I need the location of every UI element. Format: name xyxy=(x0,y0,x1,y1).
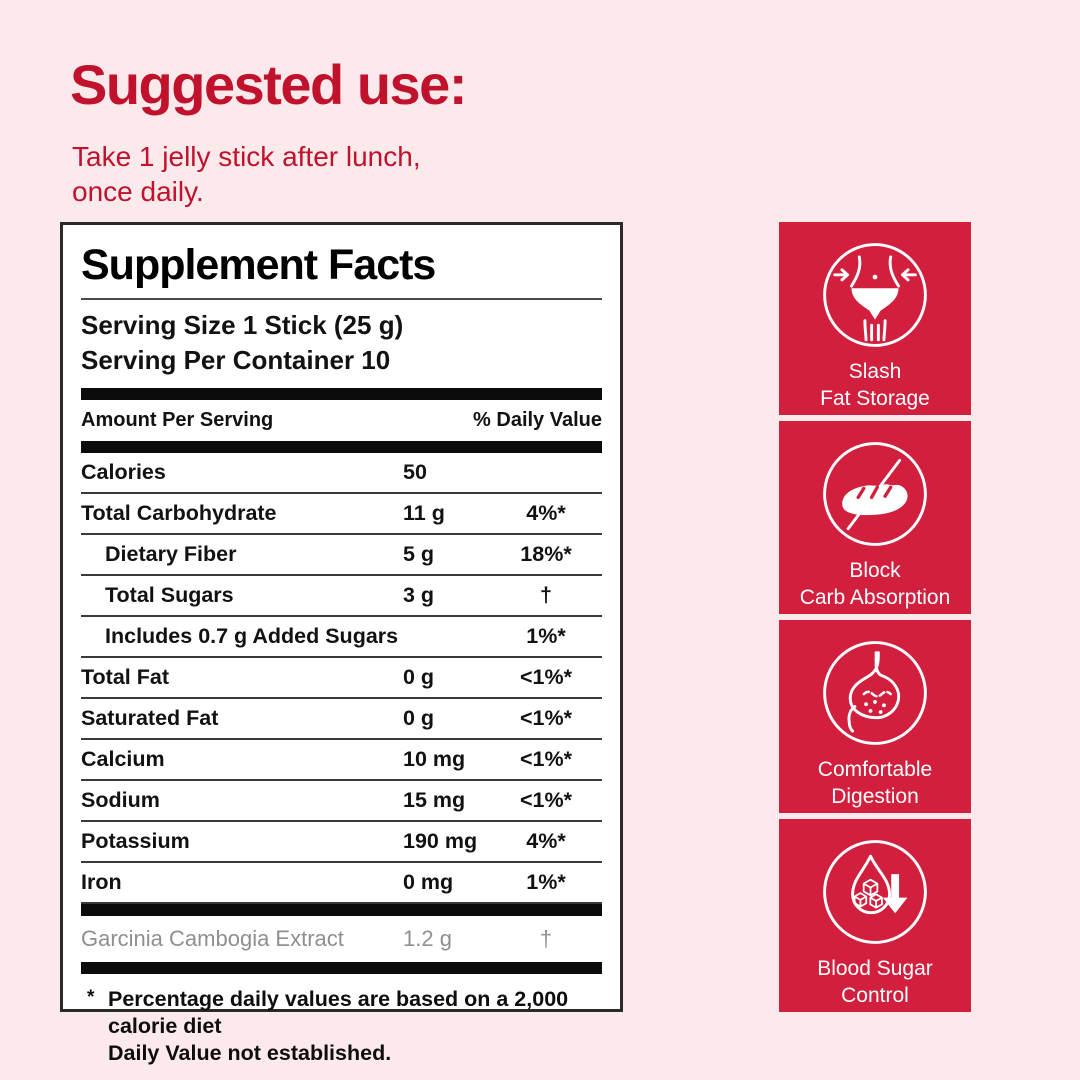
benefit-card-comfortable-digestion: Comfortable Digestion xyxy=(779,620,971,813)
facts-row-sodium: Sodium 15 mg <1%* xyxy=(81,781,602,822)
benefit-card-block-carb-absorption: Block Carb Absorption xyxy=(779,421,971,614)
nutrient-dv: † xyxy=(540,583,552,607)
suggested-use-text: Take 1 jelly stick after lunch, once dail… xyxy=(72,139,466,209)
nutrient-label: Sodium xyxy=(81,788,160,812)
asterisk-marker: * xyxy=(87,987,95,1008)
nutrient-amount: 3 g xyxy=(403,583,435,607)
thick-bar xyxy=(81,904,602,916)
waist-slim-icon xyxy=(823,243,927,347)
nutrient-amount: 1.2 g xyxy=(403,926,452,951)
facts-row-calories: Calories 50 xyxy=(81,453,602,494)
benefit-label: Blood Sugar Control xyxy=(817,957,933,1007)
thick-bar xyxy=(81,388,602,400)
benefit-card-blood-sugar-control: Blood Sugar Control xyxy=(779,819,971,1012)
nutrient-label: Total Carbohydrate xyxy=(81,501,277,525)
serving-size: Serving Size 1 Stick (25 g) xyxy=(81,310,404,340)
servings-per-container: Serving Per Container 10 xyxy=(81,345,391,375)
nutrient-label: Garcinia Cambogia Extract xyxy=(81,926,344,951)
nutrient-dv: † xyxy=(539,926,553,951)
nutrient-amount: 0 mg xyxy=(403,870,454,894)
nutrient-dv: <1%* xyxy=(520,747,572,771)
nutrient-amount: 10 mg xyxy=(403,747,466,771)
thick-bar xyxy=(81,441,602,453)
facts-row-added-sugars: Includes 0.7 g Added Sugars 1%* xyxy=(81,617,602,658)
nutrient-label: Total Sugars xyxy=(105,583,234,607)
facts-row-potassium: Potassium 190 mg 4%* xyxy=(81,822,602,863)
nutrient-amount: 0 g xyxy=(403,665,435,689)
benefit-label: Slash Fat Storage xyxy=(820,360,930,410)
no-bread-icon xyxy=(823,442,927,546)
nutrient-label: Total Fat xyxy=(81,665,169,689)
suggested-use-line2: once daily. xyxy=(72,176,204,207)
nutrient-dv: <1%* xyxy=(520,788,572,812)
facts-row-total-sugars: Total Sugars 3 g † xyxy=(81,576,602,617)
facts-row-total-carbohydrate: Total Carbohydrate 11 g 4%* xyxy=(81,494,602,535)
footnote-line1: Percentage daily values are based on a 2… xyxy=(108,987,569,1038)
thick-bar xyxy=(81,962,602,974)
nutrient-dv: <1%* xyxy=(520,706,572,730)
nutrient-dv: 1%* xyxy=(526,624,566,648)
nutrient-label: Includes 0.7 g Added Sugars xyxy=(105,624,399,648)
facts-footnote: * Percentage daily values are based on a… xyxy=(81,986,602,1067)
facts-title: Supplement Facts xyxy=(81,241,436,289)
stomach-icon xyxy=(823,641,927,745)
nutrient-amount: 5 g xyxy=(403,542,435,566)
nutrient-dv: 4%* xyxy=(526,501,566,525)
supplement-facts-panel: Supplement Facts Serving Size 1 Stick (2… xyxy=(60,222,623,1065)
nutrient-label: Calories xyxy=(81,460,166,484)
blood-sugar-drop-icon xyxy=(823,840,927,944)
nutrient-label: Calcium xyxy=(81,747,165,771)
nutrient-dv: <1%* xyxy=(520,665,572,689)
amount-per-serving-header: Amount Per Serving xyxy=(81,409,274,431)
facts-row-iron: Iron 0 mg 1%* xyxy=(81,863,602,904)
nutrient-dv: 1%* xyxy=(526,870,566,894)
page-title: Suggested use: xyxy=(70,53,467,116)
suggested-use-line1: Take 1 jelly stick after lunch, xyxy=(72,141,421,172)
nutrient-amount: 50 xyxy=(403,460,427,484)
footnote-line2: Daily Value not established. xyxy=(108,1041,392,1065)
nutrient-dv: 4%* xyxy=(526,829,566,853)
nutrient-amount: 11 g xyxy=(403,501,445,525)
facts-row-calcium: Calcium 10 mg <1%* xyxy=(81,740,602,781)
benefit-label: Block Carb Absorption xyxy=(799,559,951,609)
nutrient-label: Saturated Fat xyxy=(81,706,219,730)
facts-row-garcinia-extract: Garcinia Cambogia Extract 1.2 g † xyxy=(81,916,602,962)
nutrient-label: Potassium xyxy=(81,829,190,853)
nutrient-amount: 15 mg xyxy=(403,788,466,812)
nutrient-label: Iron xyxy=(81,870,122,894)
daily-value-header: % Daily Value xyxy=(473,409,602,431)
suggested-use-section: Suggested use: Take 1 jelly stick after … xyxy=(70,52,467,209)
benefits-column: Slash Fat Storage Block Carb Absorption xyxy=(779,222,971,1012)
facts-row-total-fat: Total Fat 0 g <1%* xyxy=(81,658,602,699)
facts-row-saturated-fat: Saturated Fat 0 g <1%* xyxy=(81,699,602,740)
benefit-card-slash-fat-storage: Slash Fat Storage xyxy=(779,222,971,415)
divider xyxy=(81,298,602,300)
nutrient-amount: 190 mg xyxy=(403,829,478,853)
nutrient-amount: 0 g xyxy=(403,706,435,730)
nutrient-label: Dietary Fiber xyxy=(105,542,237,566)
facts-row-dietary-fiber: Dietary Fiber 5 g 18%* xyxy=(81,535,602,576)
benefit-label: Comfortable Digestion xyxy=(817,758,933,808)
nutrient-dv: 18%* xyxy=(520,542,572,566)
facts-column-headers: Amount Per Serving % Daily Value xyxy=(81,400,602,441)
